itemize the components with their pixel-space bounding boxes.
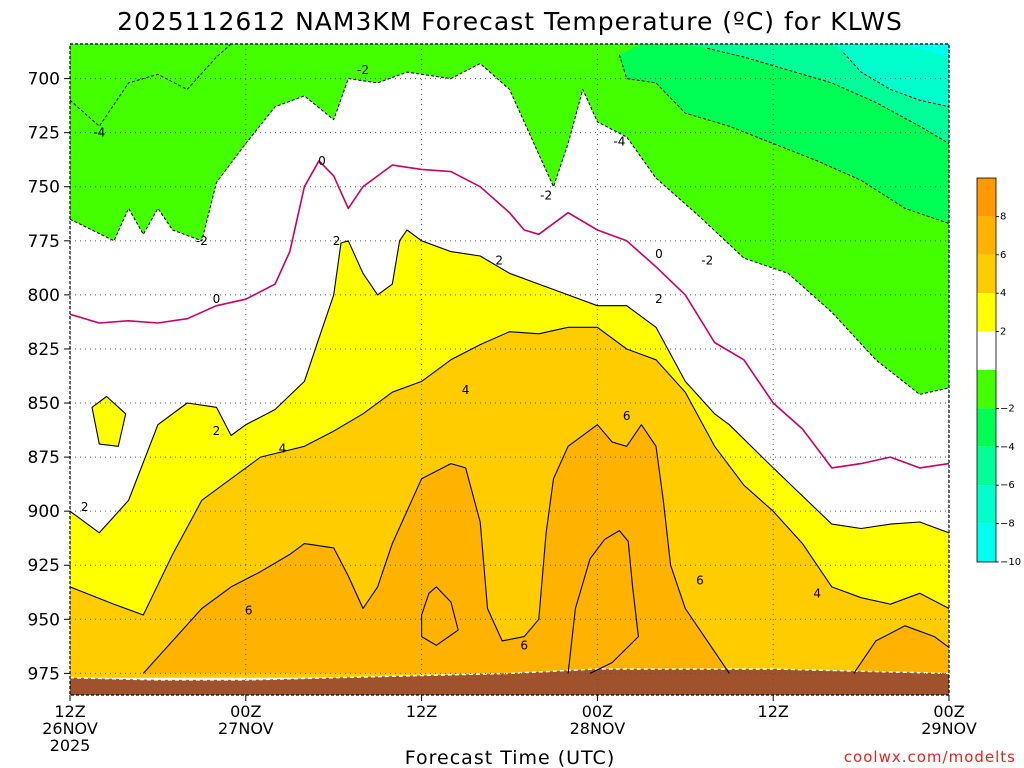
contour-label-16: 4 (813, 586, 821, 600)
x-tick-label-1-2: 27NOV (218, 719, 274, 738)
fill-band-11 (853, 625, 949, 674)
fill-band-8 (92, 396, 126, 447)
contour-6-9 (142, 424, 730, 674)
contour-8-11 (421, 586, 459, 646)
colorbar-tick-label-1: 6 (1000, 250, 1006, 261)
x-tick-label-2-1: 12Z (406, 702, 437, 721)
colorbar-bin-5 (977, 370, 996, 409)
contour-label-4: -2 (196, 234, 208, 248)
contour-6-10 (853, 625, 949, 674)
x-axis-label: Forecast Time (UTC) (405, 747, 615, 768)
contour--4-2 (618, 54, 949, 224)
y-tick-label-950: 950 (28, 610, 60, 630)
x-tick-label-1-1: 00Z (230, 702, 261, 721)
colorbar-bin-1 (977, 216, 996, 255)
contour-label-13: 2 (81, 500, 89, 514)
contour-label-5: -2 (701, 253, 713, 267)
colorbar-bin-2 (977, 254, 996, 294)
fill-band-2 (70, 44, 949, 395)
contour-label-19: 6 (623, 409, 631, 423)
colorbar-tick-label-3: 2 (1000, 327, 1006, 338)
y-tick-label-975: 975 (28, 664, 60, 684)
x-tick-label-5-1: 00Z (933, 702, 964, 721)
colorbar-tick-label-5: −4 (1000, 442, 1015, 453)
x-tick-label-5-2: 29NOV (921, 719, 977, 738)
y-tick-label-875: 875 (28, 448, 60, 468)
contour-label-9: 2 (333, 234, 341, 248)
y-tick-label-825: 825 (28, 340, 60, 360)
y-tick-label-850: 850 (28, 394, 60, 414)
contour-label-1: -2 (357, 63, 369, 77)
x-tick-label-3-1: 00Z (582, 702, 613, 721)
colorbar-bin-3 (977, 293, 996, 332)
contour--6-3 (707, 47, 949, 144)
x-tick-label-0-1: 12Z (54, 702, 85, 721)
y-tick-label-775: 775 (28, 232, 60, 252)
y-tick-label-750: 750 (28, 178, 60, 198)
contour-label-10: 2 (495, 253, 503, 267)
colorbar-bin-7 (977, 446, 996, 486)
colorbar-tick-label-2: 4 (1000, 288, 1006, 299)
y-tick-label-900: 900 (28, 502, 60, 522)
terrain-fill (70, 669, 949, 695)
credit-text: coolwx.com/modelts (844, 748, 1016, 766)
contour-label-20: 6 (696, 573, 704, 587)
colorbar-tick-label-7: −8 (1000, 519, 1015, 530)
colorbar-tick-label-6: −6 (1000, 480, 1015, 491)
chart-title: 2025112612 NAM3KM Forecast Temperature (… (117, 7, 903, 36)
contour-2-7 (91, 395, 127, 447)
colorbar-bin-8 (977, 485, 996, 524)
x-tick-label-3-2: 28NOV (570, 719, 626, 738)
colorbar: 8 6 4 2 −2 −4 −6 −8 −10 (976, 177, 1021, 568)
contour-2-6 (70, 229, 949, 534)
colorbar-frame (976, 177, 997, 563)
y-tick-label-925: 925 (28, 556, 60, 576)
contour-0-5 (70, 160, 949, 469)
contour--4-1 (70, 44, 232, 127)
contour-4-8 (70, 326, 949, 616)
y-tick-label-725: 725 (28, 124, 60, 144)
contour-label-17: 6 (245, 604, 253, 618)
colorbar-tick-label-8: −10 (1000, 557, 1021, 568)
contour-label-18: 6 (520, 638, 528, 652)
contour--8-4 (843, 52, 949, 108)
x-tick-label-0-2: 26NOV (42, 719, 98, 738)
contour-label-11: 2 (655, 292, 663, 306)
contour-label-12: 2 (213, 424, 221, 438)
contour-label-0: -4 (93, 126, 105, 140)
x-tick-label-0-3: 2025 (50, 736, 91, 755)
contour--2-0 (70, 63, 949, 395)
colorbar-bin-0 (977, 178, 996, 217)
fill-band-10 (143, 424, 730, 674)
y-tick-label-700: 700 (28, 70, 60, 90)
y-tick-label-800: 800 (28, 286, 60, 306)
x-tick-label-4-1: 12Z (758, 702, 789, 721)
colorbar-tick-label-0: 8 (1000, 211, 1006, 222)
contour-label-14: 4 (279, 441, 287, 455)
contour-label-6: 0 (318, 154, 326, 168)
contour-label-8: 0 (655, 247, 663, 261)
colorbar-tick-label-4: −2 (1000, 403, 1015, 414)
contour-label-7: 0 (213, 292, 221, 306)
contour-label-15: 4 (462, 383, 470, 397)
colorbar-bin-6 (977, 408, 996, 447)
colorbar-bin-9 (977, 523, 996, 562)
contour-label-2: -4 (613, 134, 625, 148)
colorbar-bin-4 (977, 331, 996, 370)
fill-band-5 (831, 44, 949, 107)
contour-8-12 (567, 530, 639, 674)
fill-band-6 (905, 44, 949, 57)
contour-label-3: -2 (540, 188, 552, 202)
